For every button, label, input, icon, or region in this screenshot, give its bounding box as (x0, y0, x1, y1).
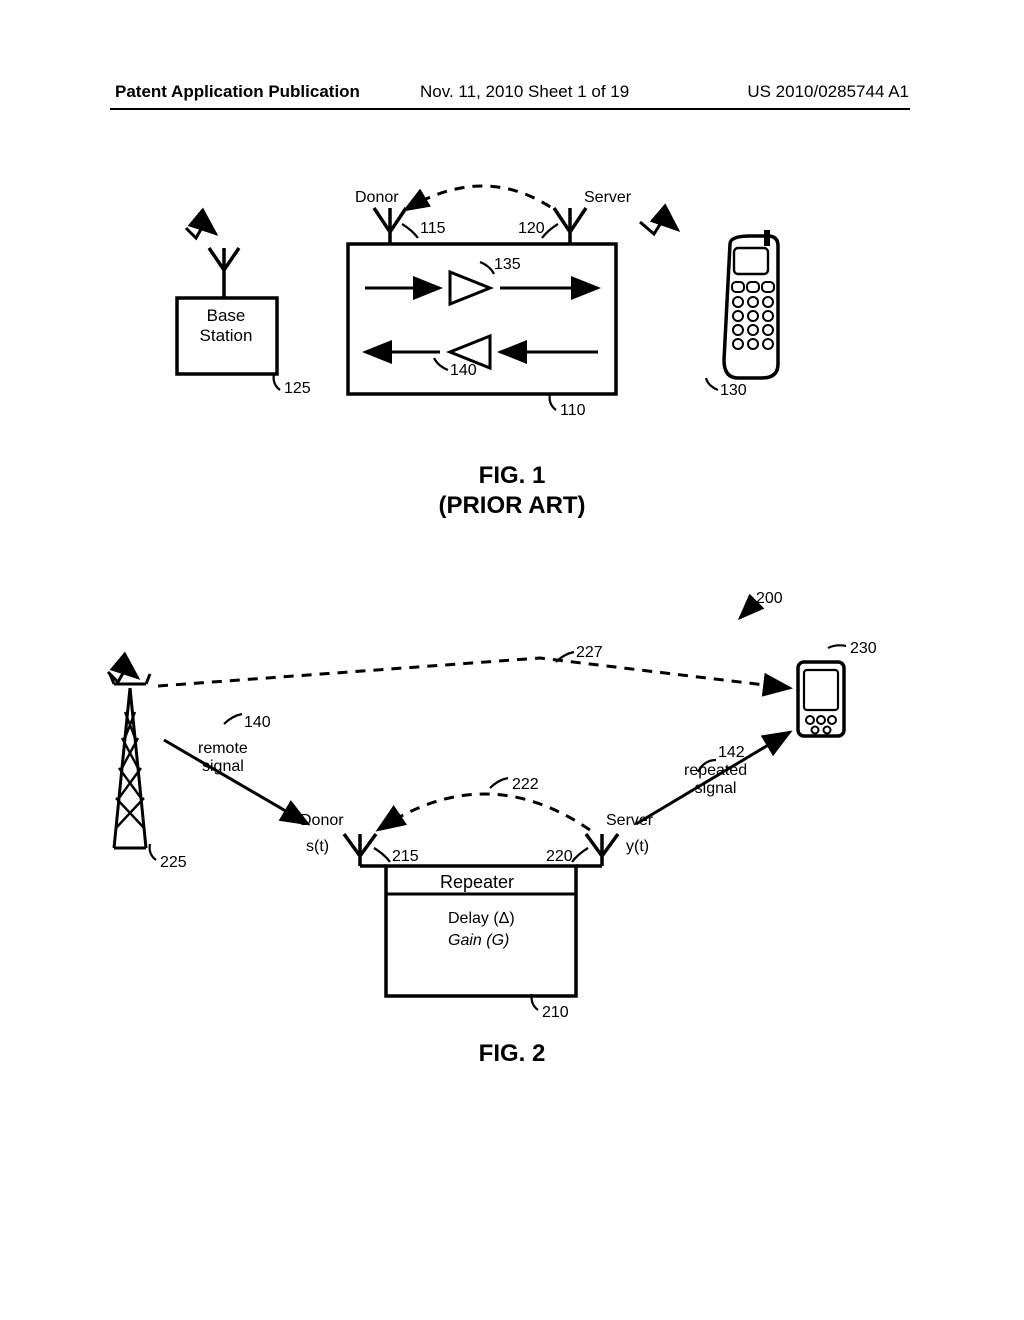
fig2-ref-220: 220 (546, 848, 573, 866)
fig2-repeater-gain: Gain (G) (448, 932, 509, 950)
fig1-base-station-label: Base Station (186, 306, 266, 345)
fig2-repeated-signal-label: repeated signal (684, 762, 747, 799)
fig1-ref-115: 115 (420, 220, 446, 238)
fig1-ref-120: 120 (518, 220, 545, 238)
fig2-caption: FIG. 2 (0, 1040, 1024, 1068)
fig2-ref-200: 200 (756, 590, 783, 608)
fig1-ref-130: 130 (720, 382, 747, 400)
fig2-donor-label: Donor (300, 812, 344, 830)
fig1-ref-110: 110 (560, 402, 586, 420)
fig2-server-label: Server (606, 812, 653, 830)
fig1-server-label: Server (584, 189, 631, 207)
fig1-caption-line1: FIG. 1 (0, 462, 1024, 490)
fig2-ref-140: 140 (244, 714, 271, 732)
fig1-ref-140: 140 (450, 362, 477, 380)
fig2-ref-142: 142 (718, 744, 745, 762)
fig2-ref-225: 225 (160, 854, 187, 872)
fig1-ref-135: 135 (494, 256, 521, 274)
fig1-donor-label: Donor (355, 189, 399, 207)
fig2-remote-signal-label: remote signal (198, 740, 248, 777)
fig2-ref-215: 215 (392, 848, 419, 866)
fig2-ref-222: 222 (512, 776, 539, 794)
fig2-ref-227: 227 (576, 644, 603, 662)
fig2-repeater-title: Repeater (440, 872, 514, 893)
fig2-st-label: s(t) (306, 838, 329, 856)
fig2-repeater-delay: Delay (Δ) (448, 910, 515, 928)
fig1-caption-line2: (PRIOR ART) (0, 492, 1024, 520)
fig2-ref-230: 230 (850, 640, 877, 658)
page: Patent Application Publication Nov. 11, … (0, 0, 1024, 1320)
fig2-ref-210: 210 (542, 1004, 569, 1022)
fig2-yt-label: y(t) (626, 838, 649, 856)
fig1-ref-125: 125 (284, 380, 311, 398)
